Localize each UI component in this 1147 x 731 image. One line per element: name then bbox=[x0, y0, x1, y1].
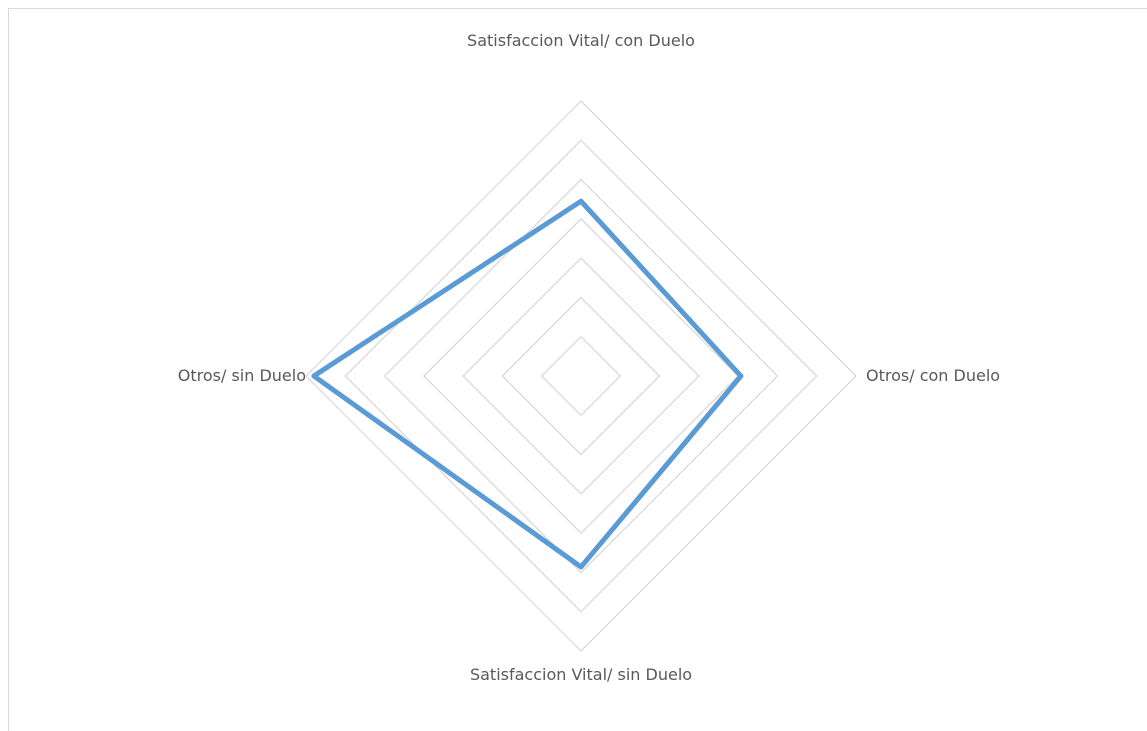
category-label: Satisfaccion Vital/ con Duelo bbox=[467, 31, 695, 50]
grid-ring bbox=[344, 139, 818, 613]
category-label: Otros/ con Duelo bbox=[866, 366, 1001, 385]
grid-ring bbox=[383, 178, 779, 574]
grid-ring bbox=[422, 217, 740, 535]
chart-border bbox=[8, 8, 1147, 731]
grid-ring bbox=[305, 100, 857, 652]
category-label: Otros/ sin Duelo bbox=[177, 366, 306, 385]
grid-ring bbox=[540, 335, 622, 417]
grid-ring bbox=[462, 257, 700, 495]
series-line bbox=[311, 198, 744, 570]
category-label: Satisfaccion Vital/ sin Duelo bbox=[469, 665, 693, 684]
grid-ring bbox=[501, 296, 661, 456]
